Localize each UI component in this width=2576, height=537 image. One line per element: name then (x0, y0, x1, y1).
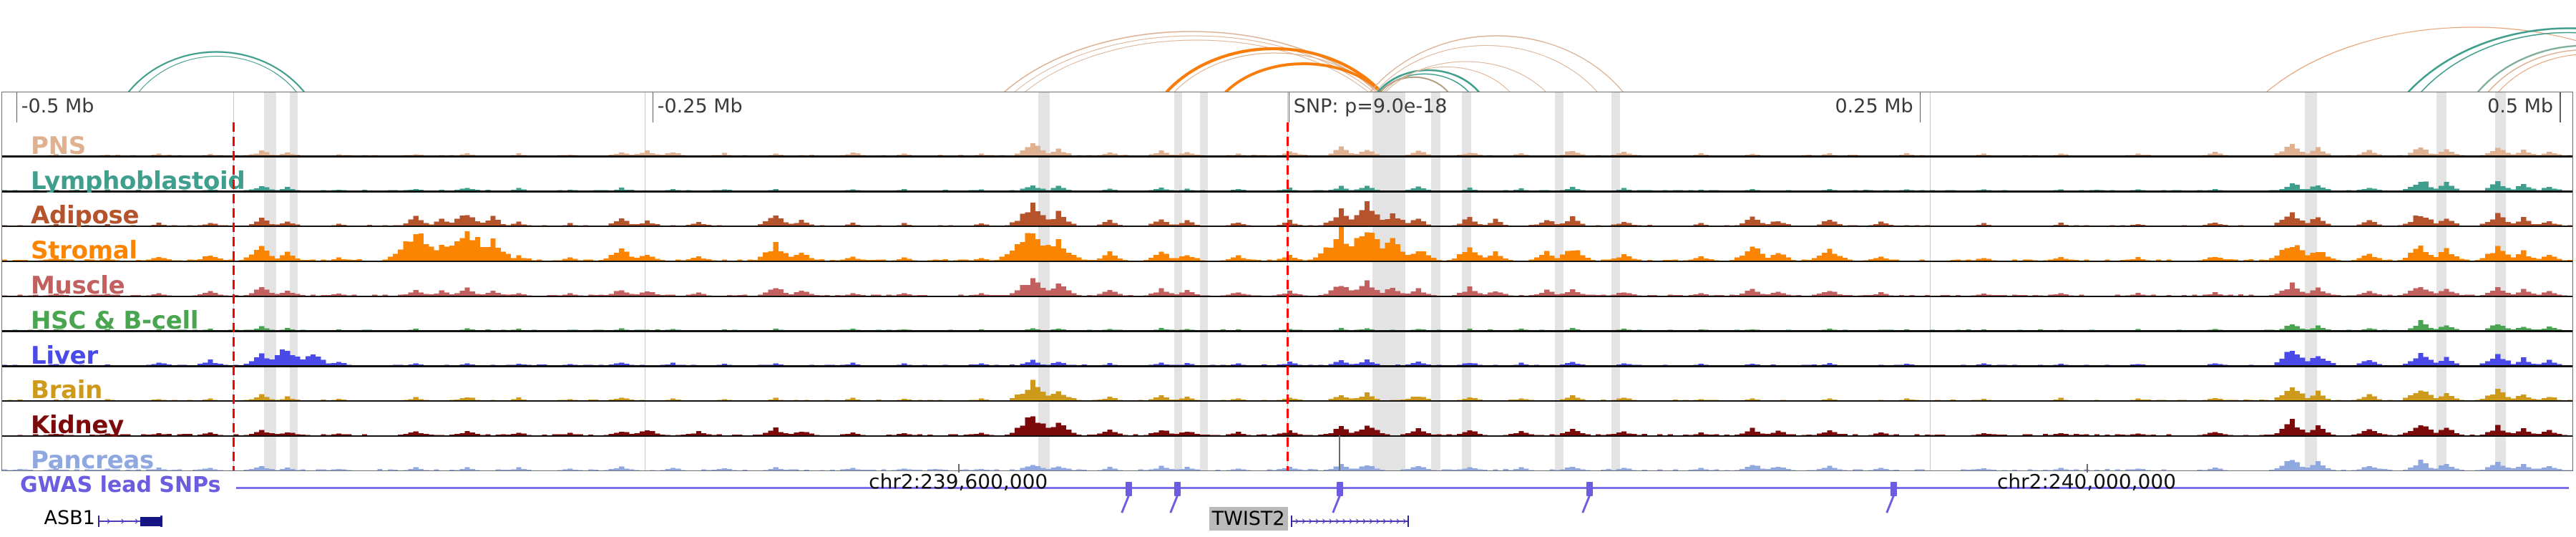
signal-profile-hsc_bcell (2, 297, 2572, 331)
gene-strand-arrow: › (106, 514, 112, 528)
gene-strand-arrow: › (1388, 514, 1394, 528)
interaction-arc (1165, 47, 1382, 92)
signal-profile-pns (2, 122, 2572, 156)
interaction-arc (138, 56, 297, 92)
interaction-arc (2477, 44, 2576, 92)
gene-end-cap (1407, 516, 1410, 527)
interaction-arc (1377, 69, 1480, 92)
axis-tick-label: -0.5 Mb (21, 95, 94, 117)
interaction-arc (1370, 35, 1624, 92)
gene-intron-line (97, 521, 162, 523)
gene-name-label: ASB1 (44, 507, 95, 529)
gene-body: › › › › › › › › › › › › › › › › › (1290, 514, 1410, 528)
interaction-arc (1224, 62, 1382, 92)
gene-strand-arrow: › (134, 514, 140, 528)
gene-twist2[interactable]: TWIST2 › › › › › › › › › › › › › › › › › (1209, 505, 1410, 534)
interaction-arc (1385, 61, 1546, 92)
gene-strand-arrow: › (1348, 514, 1354, 528)
gene-strand-arrow: › (1321, 514, 1327, 528)
coordinate-label: chr2:240,000,000 (1996, 470, 2177, 493)
axis-tick-label: 0.5 Mb (2487, 95, 2554, 117)
signal-profile-stromal (2, 227, 2572, 261)
interaction-arc (1375, 45, 1598, 92)
chromatin-interaction-arcs (0, 0, 2576, 92)
gene-strand-arrow: › (1355, 514, 1360, 528)
gene-body: ›››› (97, 514, 162, 528)
gene-start-cap (97, 516, 100, 527)
gene-strand-arrow: › (1314, 514, 1320, 528)
gene-strand-arrow: › (1308, 514, 1313, 528)
gene-asb1[interactable]: ASB1›››› (44, 505, 162, 534)
gene-strand-arrow: › (1368, 514, 1374, 528)
snp-position-line (1287, 122, 1289, 470)
gwas-lead-snps-track[interactable]: GWAS lead SNPs chr2:239,600,000 chr2:240,… (0, 464, 2576, 513)
gene-strand-arrow: › (1342, 514, 1347, 528)
signal-profile-brain (2, 367, 2572, 401)
gwas-lead-snps-label: GWAS lead SNPs (20, 473, 221, 498)
axis-tick-label: 0.25 Mb (1835, 95, 1913, 117)
interaction-arc (1025, 39, 1369, 92)
gene-annotation-track[interactable]: ASB1››››TWIST2››››››››››››››››› (0, 505, 2576, 537)
signal-profile-kidney (2, 402, 2572, 436)
gene-strand-arrow: › (1335, 514, 1340, 528)
coordinate-tick (958, 464, 960, 473)
interaction-arc (2266, 26, 2576, 92)
axis-tick (16, 92, 18, 122)
gwas-snp-tick[interactable] (1890, 482, 1897, 496)
axis-tick (652, 92, 654, 122)
gene-strand-arrow: › (120, 514, 125, 528)
interaction-arc (1380, 76, 1449, 92)
axis-tick-label: SNP: p=9.0e-18 (1293, 95, 1448, 117)
coordinate-axis: -0.5 Mb -0.25 Mb SNP: p=9.0e-18 0.25 Mb 0.5 … (2, 92, 2572, 122)
interaction-arc (1014, 35, 1374, 92)
gene-name-label: TWIST2 (1209, 507, 1288, 531)
axis-gridline (1930, 92, 1931, 470)
interaction-arc (2421, 32, 2576, 92)
interaction-arc (1004, 31, 1379, 92)
track-viewport[interactable]: -0.5 Mb -0.25 Mb SNP: p=9.0e-18 0.25 Mb 0.5 … (1, 92, 2573, 471)
interaction-arc (127, 51, 305, 92)
tss-marker (1338, 435, 1340, 470)
gene-strand-arrow: › (1402, 514, 1407, 528)
gene-strand-arrow: › (1328, 514, 1334, 528)
axis-tick (1919, 92, 1921, 122)
gene-strand-arrow: › (1395, 514, 1401, 528)
interaction-arc (2487, 49, 2576, 92)
axis-tick-label: -0.25 Mb (657, 95, 743, 117)
interaction-arc (2407, 27, 2576, 92)
interaction-arc (1382, 67, 1511, 92)
coordinate-label: chr2:239,600,000 (869, 470, 1048, 493)
gwas-snp-tick[interactable] (1586, 482, 1594, 496)
gene-strand-arrow: › (1301, 514, 1307, 528)
axis-tick (2560, 92, 2561, 122)
axis-tick (1288, 92, 1290, 122)
gene-strand-arrow: › (1375, 514, 1380, 528)
gene-strand-arrow: › (1294, 514, 1300, 528)
gwas-snp-tick[interactable] (1125, 482, 1132, 496)
snp-position-line (233, 122, 235, 470)
coordinate-tick (2087, 464, 2088, 473)
gene-strand-arrow: › (1382, 514, 1387, 528)
gene-intron-line (1290, 521, 1410, 523)
gwas-snp-tick[interactable] (1174, 482, 1181, 496)
interaction-arc (2498, 54, 2576, 92)
gene-start-cap (1290, 516, 1293, 527)
gwas-axis-line (236, 487, 2569, 489)
gwas-snp-tick[interactable] (1336, 482, 1343, 496)
gene-exon-block (140, 517, 162, 526)
gene-strand-arrow: › (1362, 514, 1367, 528)
